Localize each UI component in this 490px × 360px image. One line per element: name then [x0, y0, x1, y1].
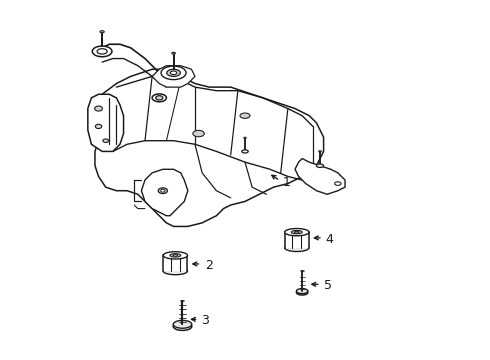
Ellipse shape — [285, 244, 309, 252]
Ellipse shape — [173, 323, 192, 330]
Polygon shape — [163, 255, 188, 271]
Polygon shape — [95, 69, 323, 226]
Polygon shape — [152, 66, 195, 87]
Ellipse shape — [163, 252, 188, 259]
Ellipse shape — [335, 182, 341, 185]
Ellipse shape — [240, 113, 250, 118]
Text: 4: 4 — [326, 233, 334, 246]
Ellipse shape — [244, 137, 246, 139]
Ellipse shape — [296, 290, 308, 295]
Ellipse shape — [317, 164, 323, 167]
Ellipse shape — [103, 139, 109, 143]
Ellipse shape — [161, 66, 186, 80]
Ellipse shape — [172, 52, 175, 54]
Ellipse shape — [97, 49, 107, 54]
Ellipse shape — [285, 229, 309, 236]
Ellipse shape — [92, 46, 112, 57]
Ellipse shape — [173, 255, 178, 256]
Ellipse shape — [294, 231, 299, 233]
Polygon shape — [88, 94, 123, 152]
Ellipse shape — [156, 96, 163, 100]
Ellipse shape — [171, 71, 177, 75]
Ellipse shape — [292, 230, 302, 234]
Ellipse shape — [170, 254, 181, 257]
Ellipse shape — [193, 130, 204, 137]
Text: 5: 5 — [323, 279, 332, 292]
Ellipse shape — [242, 150, 248, 153]
Ellipse shape — [318, 151, 321, 152]
Ellipse shape — [158, 188, 168, 194]
Ellipse shape — [96, 124, 102, 129]
Ellipse shape — [161, 189, 165, 192]
Ellipse shape — [95, 106, 102, 111]
Ellipse shape — [296, 289, 308, 294]
Ellipse shape — [167, 69, 180, 76]
Text: 3: 3 — [201, 314, 209, 327]
Ellipse shape — [100, 31, 104, 33]
Ellipse shape — [173, 320, 192, 328]
Text: 1: 1 — [283, 176, 291, 189]
Ellipse shape — [163, 267, 188, 275]
Text: 2: 2 — [205, 259, 213, 272]
Polygon shape — [285, 232, 309, 248]
Polygon shape — [295, 158, 345, 194]
Ellipse shape — [152, 94, 167, 102]
Polygon shape — [142, 169, 188, 216]
